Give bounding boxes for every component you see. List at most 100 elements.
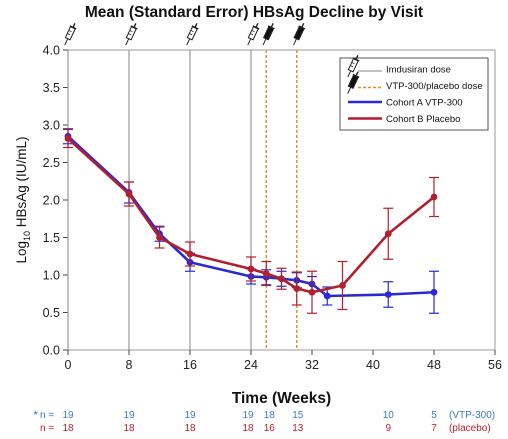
data-point	[262, 270, 270, 277]
data-point	[384, 291, 392, 298]
n-suffix: (placebo)	[449, 423, 491, 434]
y-axis-title: Log10 HBsAg (IU/mL)	[14, 136, 32, 263]
syringe-plunger	[355, 71, 359, 77]
syringe-barrel	[262, 26, 275, 41]
y-tick-label: 2.0	[43, 194, 60, 208]
syringe-barrel	[186, 26, 198, 41]
n-value: 18	[184, 423, 196, 434]
legend-label: Cohort A VTP-300	[386, 98, 463, 109]
x-tick-label: 40	[366, 358, 380, 372]
syringe-flange	[352, 57, 360, 62]
n-value: 16	[264, 423, 276, 434]
syringe-needle	[262, 38, 267, 46]
n-suffix: (VTP-300)	[449, 410, 495, 421]
x-tick-label: 32	[305, 358, 319, 372]
syringe-mark	[189, 33, 193, 36]
syringe-needle	[125, 38, 130, 46]
syringe-needle	[293, 38, 297, 46]
syringe-mark	[128, 33, 132, 36]
series-cohort-b	[63, 128, 439, 314]
n-prefix: n =	[40, 410, 54, 421]
syringe-mark	[351, 62, 355, 65]
y-tick-label: 3.0	[43, 119, 60, 133]
n-marker: *	[33, 408, 38, 422]
syringe-needle	[347, 70, 352, 78]
imdusiran-syringe-icon	[247, 23, 260, 46]
syringe-flange	[352, 73, 360, 79]
n-value: 19	[184, 410, 196, 421]
syringe-flange	[69, 25, 77, 30]
syringe-plunger	[255, 23, 259, 28]
data-point	[278, 275, 285, 283]
data-point	[247, 265, 255, 273]
n-value: 7	[431, 423, 437, 434]
imdusiran-syringe-icon	[64, 23, 77, 46]
legend-label: Cohort B Placebo	[386, 114, 460, 125]
y-tick-label: 4.0	[43, 44, 60, 58]
syringe-plunger	[194, 23, 198, 28]
data-point	[156, 234, 163, 241]
imdusiran-syringe-icon	[186, 23, 199, 46]
n-value: 19	[123, 410, 135, 421]
n-value: 10	[383, 410, 395, 421]
y-tick-label: 3.5	[43, 81, 60, 95]
data-point	[339, 282, 346, 289]
x-tick-label: 16	[183, 358, 197, 372]
vtp-syringe-icon	[262, 23, 275, 46]
data-point	[430, 288, 438, 296]
legend: Imdusiran dose VTP-300/placebo dose Cohort…	[339, 57, 489, 131]
syringe-barrel	[247, 26, 259, 41]
chart-title: Mean (Standard Error) HBsAg Decline by V…	[84, 4, 424, 21]
series-line	[67, 135, 435, 298]
data-point	[308, 288, 316, 296]
series-line	[67, 137, 435, 294]
n-value: 18	[264, 410, 276, 421]
syringe-plunger	[270, 23, 274, 28]
syringe-mark	[129, 30, 133, 33]
data-point	[293, 285, 301, 292]
data-point	[384, 230, 392, 238]
syringe-mark	[190, 30, 194, 33]
n-row-1: n = 18 18 18 18 16 13 9 7 (placebo)	[40, 423, 491, 434]
syringe-needle	[247, 38, 252, 46]
n-value: 18	[242, 423, 254, 434]
legend-imdusiran-icon	[347, 55, 360, 78]
syringe-mark	[250, 33, 254, 36]
syringe-flange	[298, 25, 306, 30]
n-value: 18	[62, 423, 74, 434]
data-point	[323, 292, 331, 300]
x-tick-label: 56	[488, 358, 502, 372]
syringe-mark	[67, 33, 71, 36]
syringe-mark	[251, 30, 255, 33]
data-point	[125, 190, 133, 198]
n-prefix: n =	[40, 423, 54, 434]
syringe-needle	[347, 87, 352, 94]
n-value: 13	[292, 423, 304, 434]
syringe-plunger	[355, 55, 359, 60]
vtp-syringe-icon	[293, 23, 306, 46]
x-tick-label: 8	[126, 358, 133, 372]
x-axis-title: Time (Weeks)	[232, 390, 331, 407]
n-value: 15	[292, 410, 304, 421]
syringe-flange	[252, 25, 260, 30]
y-tick-label: 0.5	[43, 306, 60, 320]
y-tick-label: 1.5	[43, 231, 60, 245]
syringe-plunger	[72, 23, 76, 28]
syringe-flange	[267, 25, 275, 30]
x-tick-label: 0	[65, 358, 72, 372]
y-tick-label: 2.5	[43, 156, 60, 170]
y-tick-label: 0.0	[43, 344, 60, 358]
n-row-0: * n = 19 19 19 19 18 15 10 5 (VTP-300)	[33, 408, 495, 422]
n-value: 19	[62, 410, 74, 421]
data-point	[430, 193, 438, 201]
syringe-barrel	[293, 26, 305, 41]
n-value: 5	[431, 410, 437, 421]
syringe-needle	[64, 38, 69, 46]
data-point	[186, 250, 194, 258]
n-value: 18	[123, 423, 135, 434]
syringe-needle	[186, 38, 191, 46]
syringe-mark	[350, 65, 354, 68]
legend-label: Imdusiran dose	[386, 65, 451, 76]
data-point	[64, 135, 72, 142]
